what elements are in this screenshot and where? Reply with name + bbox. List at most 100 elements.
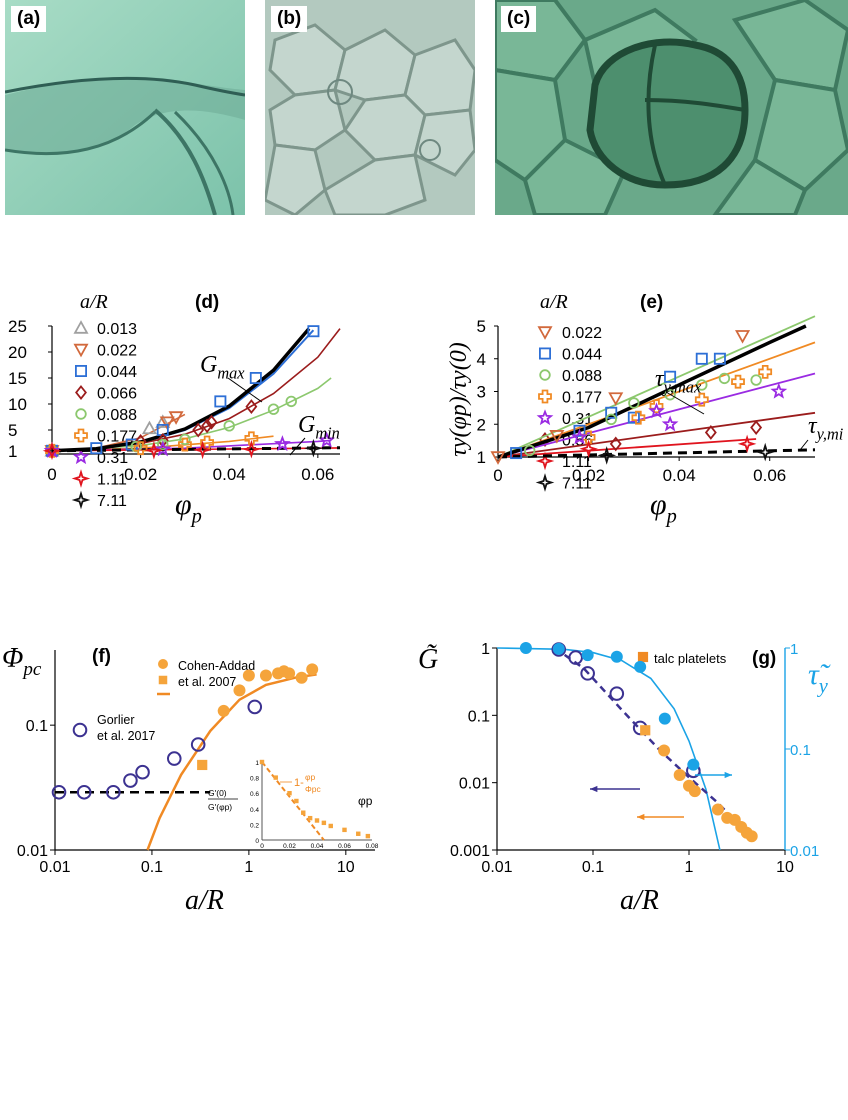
data-point [179, 433, 191, 446]
data-point [223, 420, 235, 432]
data-point [304, 438, 323, 458]
inset-point [273, 775, 278, 780]
legend-marker [637, 651, 649, 663]
photo-b-image [265, 0, 475, 215]
y-tick-label: 0.1 [468, 708, 490, 725]
data-point [568, 650, 583, 665]
data-point [205, 414, 218, 430]
legend-marker [535, 473, 555, 492]
data-point [648, 402, 665, 419]
data-point [580, 666, 595, 681]
annotation-line [665, 391, 705, 415]
legend-label: 0.088 [97, 407, 137, 424]
data-point [634, 660, 647, 673]
inset-y-tick-label: 0.2 [250, 822, 259, 829]
data-point [141, 420, 158, 435]
legend-label: talc platelets [654, 651, 727, 666]
data-point [490, 451, 506, 465]
x-tick-label: 0.1 [141, 859, 163, 876]
data-point [750, 374, 762, 386]
legend-label: 0.013 [97, 321, 137, 338]
inset-y-tick-label: 0 [255, 838, 259, 845]
legend-marker [74, 428, 88, 443]
legend-label: 0.088 [562, 368, 602, 385]
inset-annotation: Φpc [305, 784, 322, 794]
data-point [688, 785, 701, 798]
data-point [510, 447, 523, 460]
legend-marker [538, 389, 552, 404]
x-axis-label: φp [175, 488, 202, 527]
data-point [277, 665, 290, 678]
y-tick-label: 4 [477, 350, 486, 369]
data-point [673, 768, 686, 781]
photo-c: (c) [495, 0, 848, 215]
legend-label: 0.022 [97, 343, 137, 360]
fit-line [497, 315, 816, 458]
data-point [244, 431, 259, 446]
x-tick-label: 0.06 [753, 466, 786, 485]
fit-line [51, 377, 332, 452]
g-orange-arrow-head [637, 813, 645, 821]
inset-y-label: G'(φp) [208, 802, 232, 812]
data-point [43, 442, 61, 458]
inset-point [287, 790, 292, 796]
legend-label: 0.177 [562, 390, 602, 407]
data-point [51, 784, 67, 800]
legend-marker [75, 385, 87, 400]
legend-title: a/R [540, 291, 568, 313]
x-tick-label: 0.04 [663, 466, 696, 485]
data-point [217, 704, 230, 717]
y-tick-label: 5 [477, 317, 486, 336]
y-tick-label: 3 [477, 383, 486, 402]
y-axis-label: G̃ [418, 644, 438, 675]
inset-x-tick-label: 0.02 [283, 843, 296, 850]
tau-fit [496, 647, 721, 851]
legend-label: 0.066 [97, 386, 137, 403]
data-point [193, 440, 213, 460]
inset-point [342, 827, 347, 833]
y-tick-label: 0.001 [450, 843, 490, 860]
inset-x-tick-label: 0.04 [311, 843, 324, 850]
x-tick-label: 10 [776, 859, 794, 876]
inset-y-tick-label: 0.8 [250, 776, 259, 783]
y-tick-label: 0.1 [26, 718, 48, 735]
panel-label: (f) [92, 646, 111, 667]
inset-point [314, 818, 320, 823]
inset-point [294, 798, 299, 804]
data-point [552, 642, 565, 655]
inset-annotation: φp [305, 772, 316, 782]
data-point [106, 784, 121, 800]
photo-a-image [5, 0, 245, 215]
data-point [605, 406, 618, 419]
fit-line [497, 372, 816, 458]
legend-label: Gorlier [97, 713, 135, 727]
g-navy-arrow-head [590, 785, 598, 793]
legend-marker [71, 490, 91, 510]
y-tick-label: 1 [481, 641, 490, 658]
legend-label: et al. 2007 [178, 675, 236, 689]
data-point [295, 671, 308, 684]
photo-a: (a) [5, 0, 245, 215]
photo-label: (a) [11, 6, 47, 32]
data-point [245, 399, 258, 415]
data-point [318, 431, 336, 448]
y-tick-label: 1 [8, 442, 17, 461]
inset-point [356, 831, 361, 836]
legend-marker [158, 659, 168, 669]
legend-marker [71, 469, 91, 488]
x-tick-label: 10 [337, 859, 355, 876]
data-point [605, 413, 617, 426]
annotation-tymin: τy,mi [808, 413, 844, 444]
x-axis-label: a/R [185, 885, 224, 916]
data-point [628, 397, 640, 409]
y-tick-label-right: 1 [790, 641, 798, 658]
tau-arrow-head [724, 771, 732, 779]
data-point [608, 392, 624, 406]
legend-label: 0.044 [97, 364, 137, 381]
y-tick-label: 0.01 [17, 843, 48, 860]
data-point [549, 430, 565, 444]
legend-marker [536, 409, 554, 426]
data-point [694, 392, 709, 407]
x-axis-label: φp [650, 488, 677, 527]
data-point [201, 418, 214, 434]
